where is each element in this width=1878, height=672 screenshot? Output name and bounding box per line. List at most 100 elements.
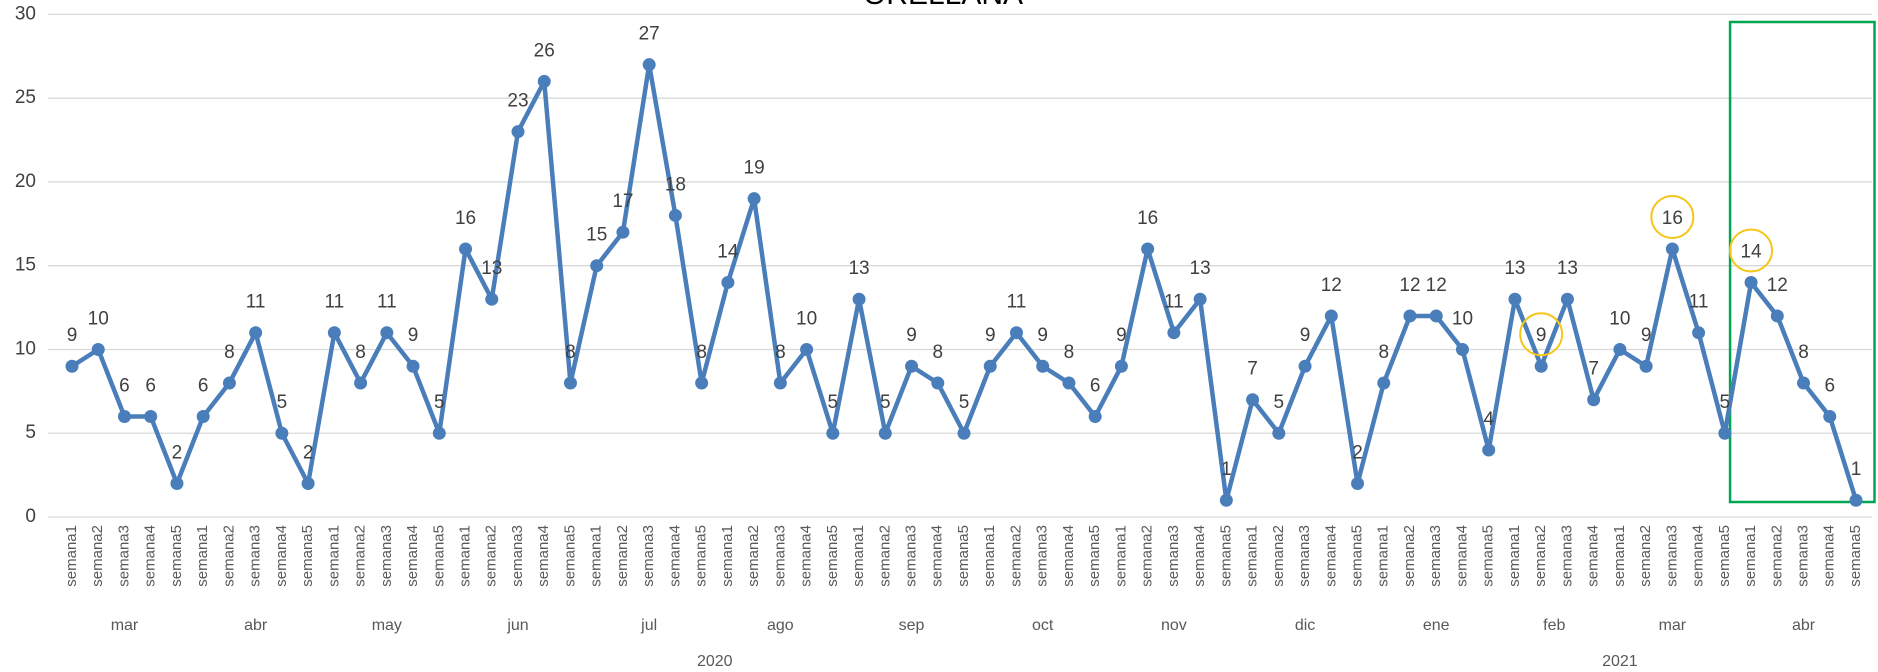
data-point bbox=[1823, 409, 1837, 423]
x-tick-label: semana1 bbox=[456, 525, 473, 587]
data-point bbox=[1455, 342, 1469, 356]
x-tick-label: semana3 bbox=[1165, 525, 1182, 587]
data-label: 7 bbox=[1247, 359, 1258, 380]
month-label: ago bbox=[767, 617, 794, 634]
data-point bbox=[432, 426, 446, 440]
x-tick-label: semana1 bbox=[63, 525, 80, 587]
y-tick-label: 10 bbox=[15, 338, 36, 359]
x-tick-label: semana3 bbox=[378, 525, 395, 587]
month-label: abr bbox=[244, 617, 268, 634]
data-point bbox=[695, 376, 709, 390]
data-label: 13 bbox=[1557, 258, 1578, 279]
data-label: 6 bbox=[119, 375, 130, 396]
data-label: 8 bbox=[565, 342, 576, 363]
month-label: dic bbox=[1295, 617, 1315, 634]
x-tick-label: semana1 bbox=[1244, 525, 1261, 587]
x-tick-label: semana1 bbox=[981, 525, 998, 587]
data-label: 5 bbox=[1720, 392, 1731, 413]
x-tick-label: semana4 bbox=[1453, 525, 1470, 587]
x-tick-label: semana4 bbox=[929, 525, 946, 587]
x-tick-label: semana3 bbox=[1427, 525, 1444, 587]
data-point bbox=[275, 426, 289, 440]
x-tick-label: semana2 bbox=[1637, 525, 1654, 587]
x-tick-label: semana3 bbox=[1034, 525, 1051, 587]
data-point bbox=[1797, 376, 1811, 390]
data-point bbox=[1062, 376, 1076, 390]
data-label: 14 bbox=[1740, 241, 1762, 262]
data-label: 12 bbox=[1399, 275, 1420, 296]
data-point bbox=[563, 376, 577, 390]
y-tick-label: 0 bbox=[25, 506, 36, 527]
data-point bbox=[668, 208, 682, 222]
data-label: 12 bbox=[1426, 275, 1447, 296]
data-point bbox=[1770, 309, 1784, 323]
data-point bbox=[590, 259, 604, 273]
data-label: 9 bbox=[985, 325, 996, 346]
data-label: 11 bbox=[377, 292, 397, 313]
month-label: oct bbox=[1032, 617, 1054, 634]
x-tick-label: semana5 bbox=[561, 525, 578, 587]
data-point bbox=[1587, 393, 1601, 407]
x-tick-label: semana4 bbox=[1585, 525, 1602, 587]
data-label: 5 bbox=[434, 392, 445, 413]
label-highlight bbox=[1519, 312, 1564, 357]
x-tick-label: semana2 bbox=[745, 525, 762, 587]
data-point bbox=[773, 376, 787, 390]
month-label: jun bbox=[506, 617, 528, 634]
data-point bbox=[1639, 359, 1653, 373]
x-tick-label: semana4 bbox=[273, 525, 290, 587]
x-tick-label: semana5 bbox=[430, 525, 447, 587]
x-tick-label: semana3 bbox=[115, 525, 132, 587]
data-label: 9 bbox=[1116, 325, 1127, 346]
data-point bbox=[931, 376, 945, 390]
data-label: 2 bbox=[303, 442, 314, 463]
month-label: feb bbox=[1543, 617, 1565, 634]
data-label: 10 bbox=[1452, 308, 1473, 329]
data-label: 5 bbox=[880, 392, 891, 413]
x-tick-label: semana2 bbox=[1270, 525, 1287, 587]
data-label: 12 bbox=[1767, 275, 1788, 296]
x-tick-label: semana1 bbox=[1506, 525, 1523, 587]
x-tick-label: semana1 bbox=[194, 525, 211, 587]
data-label: 8 bbox=[1798, 342, 1809, 363]
x-tick-label: semana1 bbox=[1112, 525, 1129, 587]
data-point bbox=[1849, 493, 1863, 507]
data-label: 9 bbox=[1037, 325, 1048, 346]
data-point bbox=[826, 426, 840, 440]
month-label: ene bbox=[1423, 617, 1450, 634]
data-label: 13 bbox=[1504, 258, 1525, 279]
highlight-box bbox=[1728, 20, 1876, 504]
month-label: jul bbox=[640, 617, 657, 634]
data-label: 16 bbox=[455, 208, 476, 229]
month-label: may bbox=[372, 617, 402, 634]
data-point bbox=[1141, 242, 1155, 256]
x-tick-label: semana5 bbox=[1847, 525, 1864, 587]
x-tick-label: semana2 bbox=[89, 525, 106, 587]
data-label: 11 bbox=[246, 292, 266, 313]
month-label: nov bbox=[1161, 617, 1187, 634]
x-tick-label: semana2 bbox=[483, 525, 500, 587]
x-tick-label: semana4 bbox=[535, 525, 552, 587]
x-tick-label: semana5 bbox=[1217, 525, 1234, 587]
data-label: 5 bbox=[1274, 392, 1285, 413]
data-point bbox=[65, 359, 79, 373]
x-tick-label: semana5 bbox=[955, 525, 972, 587]
data-label: 5 bbox=[959, 392, 970, 413]
data-label: 12 bbox=[1321, 275, 1342, 296]
data-point bbox=[905, 359, 919, 373]
label-highlight bbox=[1650, 194, 1695, 239]
data-label: 6 bbox=[1090, 375, 1101, 396]
x-tick-label: semana4 bbox=[798, 525, 815, 587]
x-tick-label: semana3 bbox=[1558, 525, 1575, 587]
data-label: 6 bbox=[1824, 375, 1835, 396]
data-point bbox=[1718, 426, 1732, 440]
data-point bbox=[485, 292, 499, 306]
data-point bbox=[249, 326, 263, 340]
data-point bbox=[616, 225, 630, 239]
month-label: mar bbox=[1659, 617, 1687, 634]
data-point bbox=[1219, 493, 1233, 507]
x-tick-label: semana5 bbox=[1716, 525, 1733, 587]
data-point bbox=[1193, 292, 1207, 306]
data-point bbox=[196, 409, 210, 423]
